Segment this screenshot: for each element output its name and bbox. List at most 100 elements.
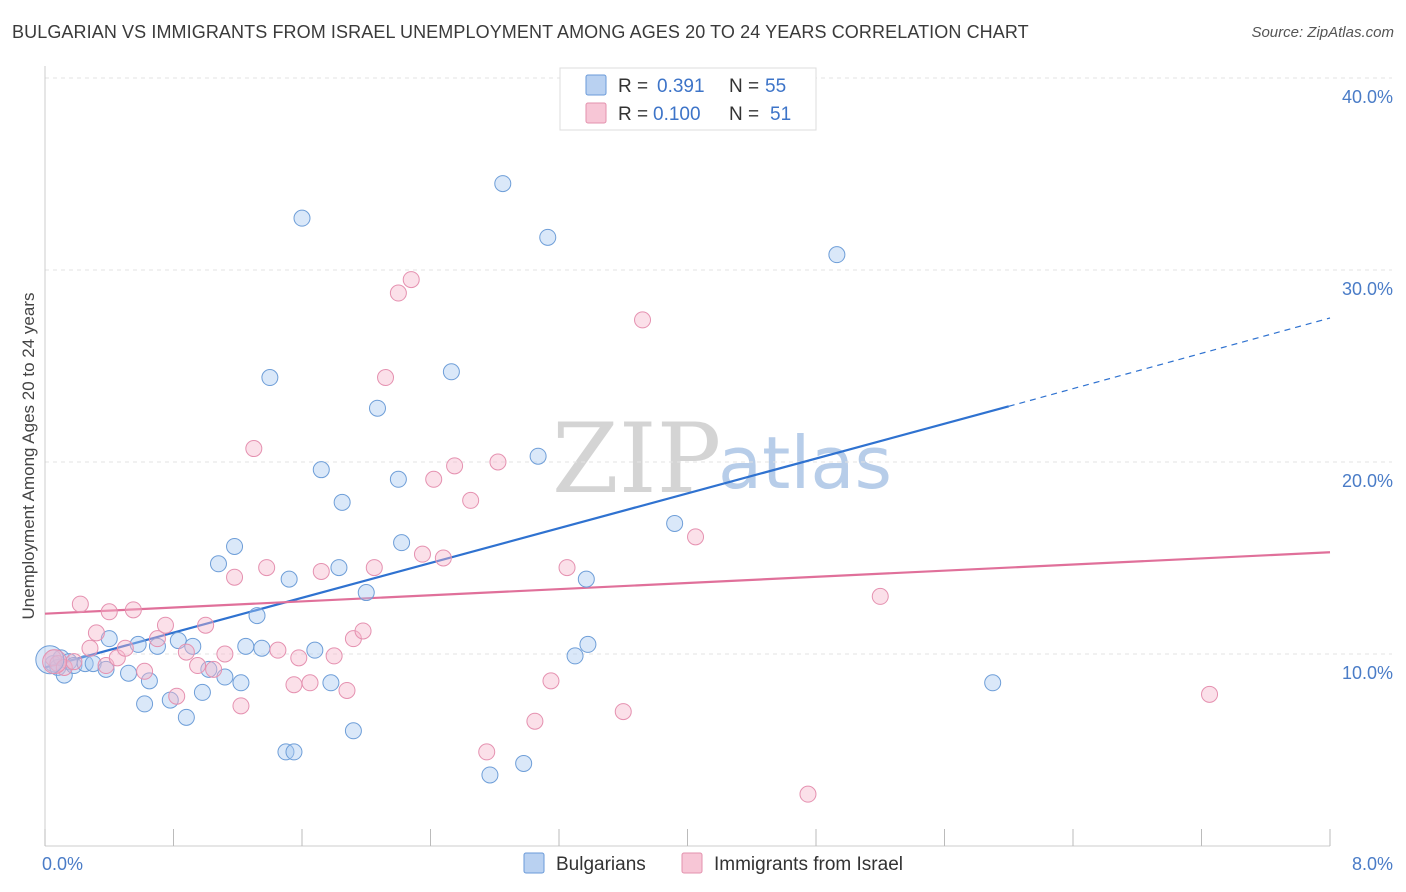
israel-point-46 [542,672,560,690]
bulgarians-point-41 [389,470,407,488]
israel-point-43 [478,743,496,761]
watermark-atlas: atlas [718,421,892,505]
x-tick-labels: 0.0% 8.0% [42,854,1393,874]
y-tick-label-30: 30.0% [1342,279,1393,299]
legend-r-value-2: 0.100 [653,104,701,125]
bottom-legend-israel: Immigrants from Israel [714,854,903,875]
israel-point-29 [312,562,330,580]
gridlines [45,77,1392,655]
israel-point-41 [446,457,464,475]
y-tick-label-40: 40.0% [1342,87,1393,107]
bottom-legend-swatch-bulgarians [523,852,545,874]
israel-point-15 [168,687,186,705]
bulgarians-trend-line [44,405,1010,669]
israel-point-21 [226,568,244,586]
bulgarians-point-52 [666,514,684,532]
bulgarians-point-51 [579,635,597,653]
bulgarians-point-40 [368,399,386,417]
israel-point-16 [177,643,195,661]
bulgarians-point-30 [280,570,298,588]
bulgarians-point-19 [193,683,211,701]
israel-point-24 [258,559,276,577]
legend-r-label-1: R = [618,76,648,97]
y-tick-label-10: 10.0% [1342,663,1393,683]
israel-point-44 [489,453,507,471]
israel-point-48 [614,703,632,721]
bulgarians-point-28 [261,369,279,387]
bulgarians-point-34 [312,461,330,479]
israel-point-51 [799,785,817,803]
bulgarians-point-49 [566,647,584,665]
bulgarians-point-8 [97,660,115,678]
israel-point-49 [634,311,652,329]
trend-lines [44,317,1331,669]
israel-point-42 [462,491,480,509]
bulgarians-point-36 [330,559,348,577]
bulgarians-point-38 [344,722,362,740]
israel-point-19 [205,660,223,678]
israel-point-10 [116,639,134,657]
x-tick-label-min: 0.0% [42,854,83,874]
israel-point-4 [71,595,89,613]
bulgarians-cluster-point [35,645,65,675]
israel-point-3 [65,653,83,671]
israel-point-5 [81,639,99,657]
bulgarians-point-35 [322,674,340,692]
x-tick-label-max: 8.0% [1352,854,1393,874]
legend-n-value-1: 55 [765,76,786,97]
correlation-legend: R = 0.391 N = 55 R = 0.100 N = 51 [559,67,817,131]
israel-point-36 [389,284,407,302]
bulgarians-point-21 [209,555,227,573]
bulgarians-point-10 [120,664,138,682]
israel-point-25 [269,641,287,659]
legend-n-value-2: 51 [770,104,791,125]
israel-point-13 [148,630,166,648]
israel-point-22 [232,697,250,715]
bulgarians-point-45 [494,175,512,193]
bottom-legend-swatch-israel [681,852,703,874]
bulgarians-point-18 [184,637,202,655]
israel-point-6 [87,624,105,642]
bulgarians-point-37 [333,493,351,511]
bulgarians-point-26 [248,607,266,625]
bulgarians-point-43 [442,363,460,381]
bulgarians-point-17 [177,708,195,726]
israel-point-38 [413,545,431,563]
bulgarians-point-11 [129,635,147,653]
bulgarians-point-16 [169,632,187,650]
bulgarians-point-20 [200,660,218,678]
bulgarians-point-13 [140,672,158,690]
israel-point-30 [325,647,343,665]
israel-point-50 [687,528,705,546]
israel-point-27 [290,649,308,667]
bulgarians-point-31 [285,743,303,761]
israel-point-31 [338,681,356,699]
y-tick-label-20: 20.0% [1342,471,1393,491]
bulgarians-point-24 [232,674,250,692]
bulgarians-point-27 [253,639,271,657]
bulgarians-point-32 [293,209,311,227]
israel-point-39 [425,470,443,488]
israel-point-35 [377,369,395,387]
bulgarians-point-48 [539,228,557,246]
bulgarians-point-53 [828,246,846,264]
israel-point-17 [189,657,207,675]
legend-swatch-israel [585,102,607,124]
israel-point-37 [402,271,420,289]
bulgarians-point-33 [306,641,324,659]
bulgarians-point-44 [481,766,499,784]
bulgarians-point-42 [393,534,411,552]
bulgarians-trend-extension [1008,317,1331,407]
israel-point-40 [434,549,452,567]
series-legend: Bulgarians Immigrants from Israel [523,852,903,875]
bulgarians-point-50 [577,570,595,588]
israel-point-34 [365,559,383,577]
bulgarians-point-47 [529,447,547,465]
chart-title: BULGARIAN VS IMMIGRANTS FROM ISRAEL UNEM… [12,22,1029,42]
data-points [35,175,1219,803]
israel-point-20 [216,645,234,663]
bulgarians-point-23 [226,537,244,555]
axes [44,66,1331,847]
source-label: Source: ZipAtlas.com [1251,24,1394,41]
